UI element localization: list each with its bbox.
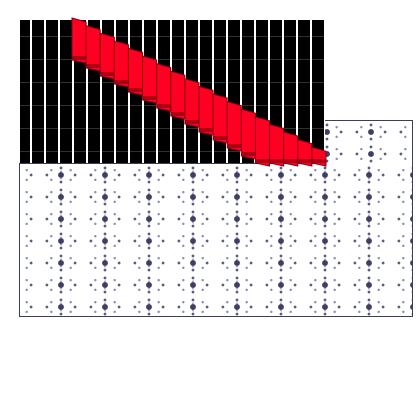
stair-step [184, 78, 200, 128]
stair-step-shadow [311, 159, 326, 163]
stair-step-shadow [72, 56, 87, 60]
stray-pixels [158, 22, 196, 29]
stair-step [156, 62, 172, 112]
patterned-floor-panel [19, 163, 413, 317]
stair-step [269, 123, 285, 167]
stair-step-shadow [255, 159, 270, 163]
stair-step [170, 70, 186, 120]
stair-step-shadow [184, 120, 199, 124]
patterned-side-strip [325, 120, 413, 164]
stair-step-shadow [170, 112, 185, 116]
stair-step [240, 108, 256, 160]
stray-pixel [190, 24, 196, 29]
stair-step [212, 93, 228, 144]
stair-step [226, 100, 242, 152]
stair-step-shadow [128, 88, 143, 92]
stair-step-shadow [227, 144, 242, 148]
stair-step-shadow [199, 128, 214, 132]
stair-step [283, 131, 299, 167]
red-staircase [71, 17, 327, 167]
stair-step-shadow [283, 159, 298, 163]
stair-step-shadow [213, 136, 228, 140]
stair-step-shadow [241, 152, 256, 156]
stair-step [198, 85, 214, 136]
stray-pixel [158, 22, 166, 26]
stair-step-shadow [100, 72, 115, 76]
stair-step [254, 116, 271, 167]
stair-step-shadow [269, 159, 284, 163]
stair-step [142, 55, 158, 104]
stair-step-shadow [297, 159, 312, 163]
stair-step-shadow [142, 96, 157, 100]
stair-step [311, 146, 327, 167]
stair-step-shadow [156, 104, 171, 108]
stair-step-shadow [86, 64, 101, 68]
stair-step-shadow [114, 80, 129, 84]
